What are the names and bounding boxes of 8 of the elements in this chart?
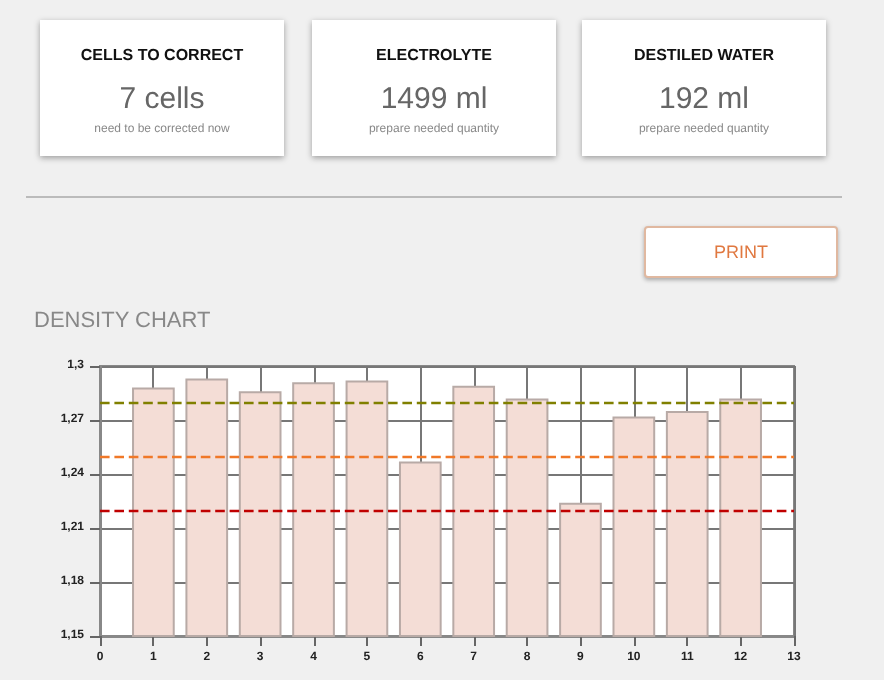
text: PRINT (644, 226, 838, 278)
text: 1499 ml (378, 82, 490, 116)
text: ELECTROLYTE (374, 46, 494, 64)
text: 7 cells (117, 82, 207, 116)
text: 192 ml (656, 82, 752, 116)
chart-title: DENSITY CHART (34, 309, 211, 333)
text: DESTILED WATER (631, 46, 777, 64)
text: CELLS TO CORRECT (78, 46, 246, 64)
